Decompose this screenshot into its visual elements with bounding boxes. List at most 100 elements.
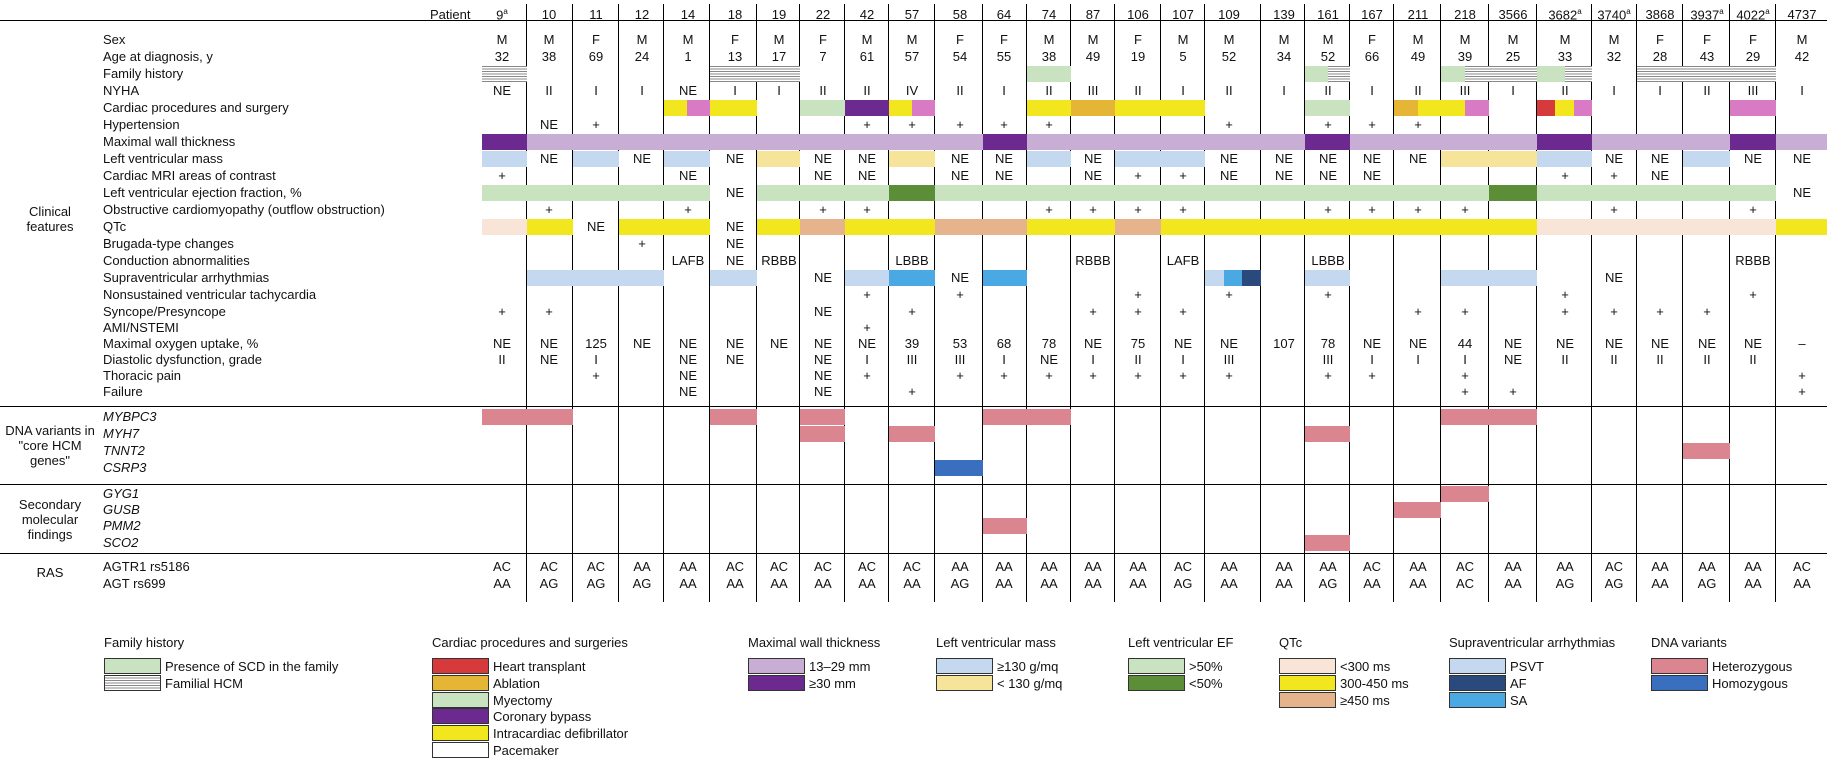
- cell-diastolic: I: [1370, 352, 1374, 367]
- cell-nsvt: +: [1225, 287, 1233, 302]
- cell-nyha: IV: [905, 83, 919, 98]
- group-label-secondary: Secondary: [18, 496, 82, 512]
- cell-thoracic: +: [1089, 368, 1097, 383]
- table-rule: [0, 406, 1827, 407]
- row-label-vo2: Maximal oxygen uptake, %: [103, 336, 259, 351]
- bar-svt-psvt: [1305, 270, 1350, 286]
- cell-vo2: NE: [1408, 336, 1428, 351]
- cell-syncope: NE: [813, 304, 833, 319]
- group-label-secondary: molecular: [21, 511, 79, 527]
- cell-agt: AA: [493, 576, 511, 591]
- cell-agt: AG: [1604, 576, 1624, 591]
- cell-age: 61: [859, 49, 875, 64]
- legend-label: Heart transplant: [493, 659, 586, 674]
- cell-agt: AA: [814, 576, 832, 591]
- cell-thoracic: NE: [678, 368, 698, 383]
- cell-syncope: +: [1134, 304, 1142, 319]
- bar-svt-psvt: [1489, 270, 1537, 286]
- patient-id: 109: [1218, 7, 1240, 22]
- bar-procedures-transplant: [1537, 100, 1556, 116]
- bar-mwt-mwt_ge30: [1730, 134, 1776, 150]
- bar-qtc-qtc_300_450: [1027, 219, 1071, 235]
- bar-lvm-lvm_ge130: [1537, 151, 1592, 167]
- cell-agt: AA: [1129, 576, 1147, 591]
- cell-conduction: RBBB: [761, 253, 797, 268]
- legend-label: 300-450 ms: [1340, 675, 1409, 691]
- cell-age: 42: [1794, 49, 1810, 64]
- cell-nyha: I: [1181, 83, 1185, 98]
- cell-vo2: NE: [813, 336, 833, 351]
- cell-diastolic: II: [498, 352, 506, 367]
- row-label-gyg1: GYG1: [103, 486, 140, 501]
- bar-procedures-pacemaker: [1573, 100, 1592, 116]
- patient-id: 107: [1172, 7, 1194, 22]
- cell-nsvt: +: [956, 287, 964, 302]
- cell-sex: M: [496, 32, 508, 47]
- cell-nyha: I: [1370, 83, 1374, 98]
- group-label-clinical: features: [26, 219, 74, 234]
- column-divider: [1636, 4, 1637, 602]
- cell-brugada: NE: [725, 236, 745, 251]
- patient-id: 3868: [1645, 7, 1675, 22]
- cell-conduction: LBBB: [1311, 253, 1345, 268]
- cell-agt: AA: [679, 576, 697, 591]
- bar-mwt-mwt_13_29: [1683, 134, 1730, 150]
- legend-swatch-myectomy: [432, 691, 489, 708]
- cell-obstructive: +: [1461, 202, 1469, 217]
- cell-vo2: NE: [1697, 336, 1717, 351]
- cell-nyha: I: [640, 83, 644, 98]
- column-divider: [1440, 4, 1441, 602]
- bar-procedures-ablation: [1071, 100, 1115, 116]
- cell-nyha: I: [594, 83, 598, 98]
- cell-vo2: NE: [1083, 336, 1103, 351]
- cell-nsvt: +: [863, 287, 871, 302]
- bar-lvm-lvm_ge130: [573, 151, 619, 167]
- cell-nyha: II: [545, 83, 553, 98]
- cell-diastolic: III: [954, 352, 966, 367]
- row-label-gusb: GUSB: [103, 502, 140, 517]
- cell-mri: +: [498, 168, 506, 183]
- cell-lvm: NE: [857, 151, 877, 166]
- patient-superscript: a: [1626, 7, 1631, 16]
- cell-age: 49: [1085, 49, 1101, 64]
- group-label-dna: DNA variants in: [5, 422, 95, 438]
- column-divider: [844, 4, 845, 602]
- bar-mybpc3-heterozygous: [482, 409, 527, 425]
- bar-lvef-ef_gt50: [1730, 185, 1776, 201]
- bar-mwt-mwt_ge30: [983, 134, 1027, 150]
- patient-id: 18: [727, 7, 743, 22]
- cell-nsvt: +: [1561, 287, 1569, 302]
- bar-svt-psvt: [527, 270, 573, 286]
- cell-agtr1: AC: [1455, 559, 1475, 574]
- cell-lvm: NE: [1792, 151, 1812, 166]
- cell-nyha: NE: [678, 83, 698, 98]
- column-divider: [572, 4, 573, 602]
- bar-svt-psvt: [1205, 270, 1224, 286]
- cell-diastolic: NE: [725, 352, 745, 367]
- bar-tnnt2-heterozygous: [1683, 443, 1730, 459]
- cell-mri: NE: [1274, 168, 1294, 183]
- column-divider: [756, 4, 757, 602]
- bar-procedures-myectomy: [800, 100, 845, 116]
- bar-mwt-mwt_ge30: [1305, 134, 1350, 150]
- row-label-procedures: Cardiac procedures and surgery: [103, 100, 289, 115]
- patient-superscript: a: [1577, 7, 1582, 16]
- bar-procedures-defibrillator: [1027, 100, 1071, 116]
- patient-superscript: a: [1719, 7, 1724, 16]
- cell-diastolic: I: [1463, 352, 1467, 367]
- bar-qtc-qtc_lt300: [1537, 219, 1592, 235]
- bar-qtc-qtc_300_450: [1161, 219, 1205, 235]
- cell-age: 32: [494, 49, 510, 64]
- cell-nyha: I: [733, 83, 737, 98]
- cell-obstructive: +: [1324, 202, 1332, 217]
- row-label-syncope: Syncope/Presyncope: [103, 304, 226, 319]
- cell-agtr1: AA: [995, 559, 1013, 574]
- bar-csrp3-homozygous: [935, 460, 983, 476]
- patient-id: 11: [589, 7, 603, 22]
- bar-family-hatch: [1730, 66, 1776, 82]
- bar-mwt-mwt_13_29: [1350, 134, 1394, 150]
- cell-vo2: 39: [904, 336, 920, 351]
- cell-nsvt: +: [1749, 287, 1757, 302]
- bar-qtc-qtc_lt300: [482, 219, 527, 235]
- patient-id: 218: [1454, 7, 1476, 22]
